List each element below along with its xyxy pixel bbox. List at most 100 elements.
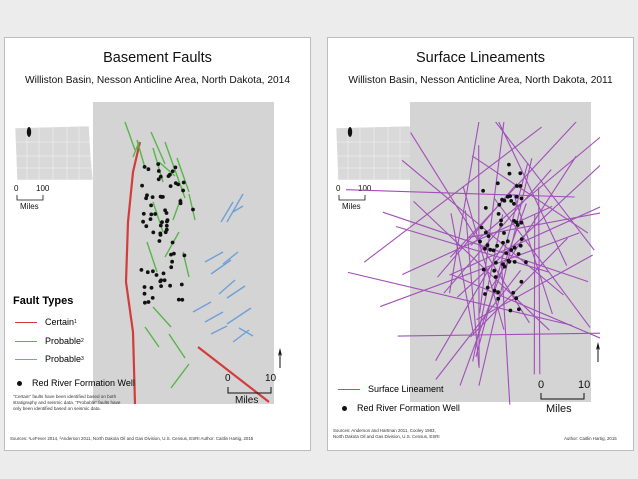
well-point [505,239,510,244]
map-title: Basement Faults [103,50,212,66]
lineament-line [470,237,568,338]
scale-bar: 0 10 Miles [225,373,277,406]
scale-bar: 0 10 Miles [538,379,591,415]
well-point [178,199,183,203]
well-point [512,201,516,206]
lineament-line [470,136,600,246]
probable-fault-line [210,259,232,275]
probable-fault-line [146,241,158,273]
probable-fault-line [192,301,212,313]
probable-fault-line [152,306,172,328]
well-point [509,199,514,203]
well-point [515,223,520,227]
well-point [501,240,505,245]
probable-fault-line [226,193,244,223]
well-point [512,219,516,223]
lineament-line [513,193,553,315]
certain-fault-line [124,141,142,404]
lineament-line [478,158,533,386]
well-point [176,297,181,302]
probable-fault-line [144,326,160,348]
north-dakota-inset-map [335,125,415,181]
probable-fault-line [164,141,186,199]
well-point [166,174,171,178]
well-point [507,171,512,176]
well-point [169,252,173,257]
well-point [511,290,516,295]
well-point [168,283,172,288]
well-point [142,291,147,296]
probable-fault-line [158,161,176,177]
well-point [164,223,169,228]
well-point [496,296,501,301]
fault-note: "Certain" faults have been identified ba… [13,394,121,411]
lineament-line [493,197,591,328]
lineament-line [397,332,600,337]
well-point [142,285,147,289]
well-point [485,243,490,248]
well-point [502,198,507,203]
lineament-line [498,122,568,266]
surface-lineaments-panel: Surface Lineaments Williston Basin, Ness… [327,37,634,451]
well-point [148,217,153,221]
well-point [141,219,145,224]
lineament-line [435,241,506,361]
probable-fault-line [232,205,244,213]
map-subtitle: Williston Basin, Nesson Anticline Area, … [24,75,290,86]
lineament-line [450,273,600,339]
well-point [501,262,505,267]
north-arrow [277,348,283,373]
well-point [143,300,147,305]
surface-lineaments-map [345,102,600,405]
well-point [483,246,487,251]
lineament-line [464,210,480,366]
well-point [519,279,524,284]
lineament-line [379,232,580,308]
lineament-line [413,201,550,331]
certain-swatch [15,321,37,323]
legend-lineament: Surface Lineament [338,384,444,394]
probable-fault-line [152,201,164,233]
well-point [518,171,523,176]
legend-title: Fault Types [13,295,74,307]
lineament-line [345,189,575,198]
lineament-swatch [338,388,360,390]
probable-fault-line [124,121,136,151]
well-point [141,211,146,216]
well-point [150,296,155,300]
well-point [146,300,151,304]
well-point [182,253,187,258]
well-point [505,194,510,199]
well-point [159,284,163,288]
well-point [507,162,511,167]
well-point [524,260,528,265]
well-point [495,243,499,248]
well-point [514,194,519,199]
well-point [497,202,502,207]
sources: Sources: Anderson and Hartman 2011, Cool… [333,428,436,433]
probable-fault-line [218,279,236,295]
legend-well: Red River Formation Well [15,378,135,388]
well-point [158,231,163,236]
lineament-line [395,225,550,273]
well-point [483,206,488,210]
well-point [165,218,170,223]
well-point [507,259,512,264]
well-point [512,260,517,264]
well-dot [342,405,347,411]
legend-probable-2: Probable 2 [15,336,84,346]
well-point [169,265,174,270]
well-point [164,227,169,232]
well-point [492,288,497,293]
lineament-line [459,203,527,386]
well-point [150,195,155,199]
well-point [478,239,482,244]
well-point [173,181,178,185]
lineament-line [435,270,522,380]
lineament-line [410,132,530,324]
well-point [481,188,485,193]
probable-fault-line [176,157,190,193]
basement-faults-map [93,102,274,404]
well-point [491,248,496,253]
well-point [508,308,513,313]
